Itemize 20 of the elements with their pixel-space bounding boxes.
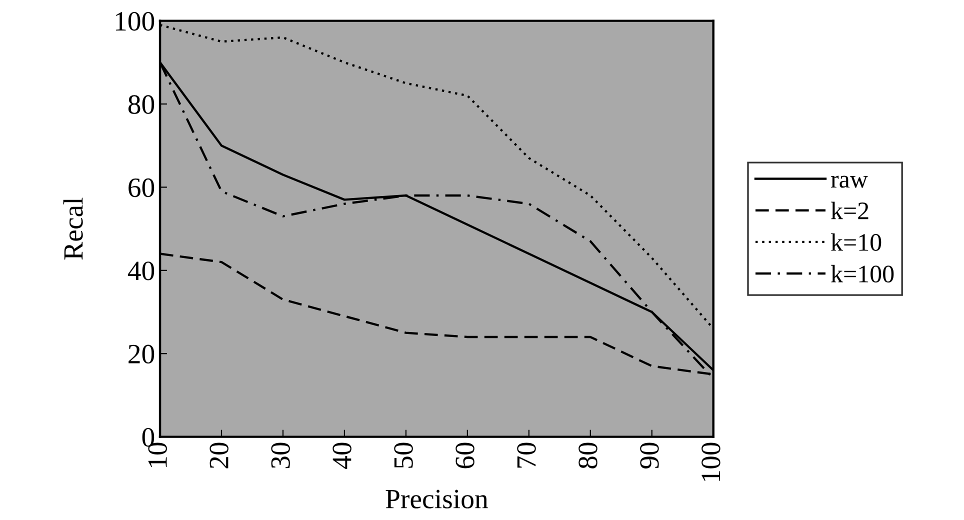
- x-tick-label: 90: [640, 442, 659, 469]
- x-tick-label: 20: [210, 442, 228, 468]
- x-tick-label: 30: [271, 442, 290, 468]
- x-tick-label: 40: [332, 442, 352, 469]
- legend-label: k=100: [830, 264, 894, 282]
- x-tick-label: 80: [578, 442, 598, 468]
- legend-label: raw: [830, 176, 868, 188]
- x-tick-label: 50: [394, 442, 413, 468]
- x-tick-label: 100: [702, 442, 720, 481]
- x-axis-title: Precision: [386, 490, 488, 508]
- y-axis-title: Recal: [63, 198, 83, 260]
- y-tick-label: 60: [128, 178, 154, 198]
- legend-label: k=2: [830, 202, 868, 220]
- y-tick-label: 100: [116, 12, 154, 31]
- y-tick-label: 80: [128, 95, 154, 114]
- y-tick-label: 40: [128, 262, 154, 280]
- y-tick-label: 20: [128, 344, 154, 364]
- x-tick-label: 60: [456, 442, 474, 468]
- legend-label: k=10: [830, 233, 882, 251]
- x-tick-label: 70: [517, 442, 536, 468]
